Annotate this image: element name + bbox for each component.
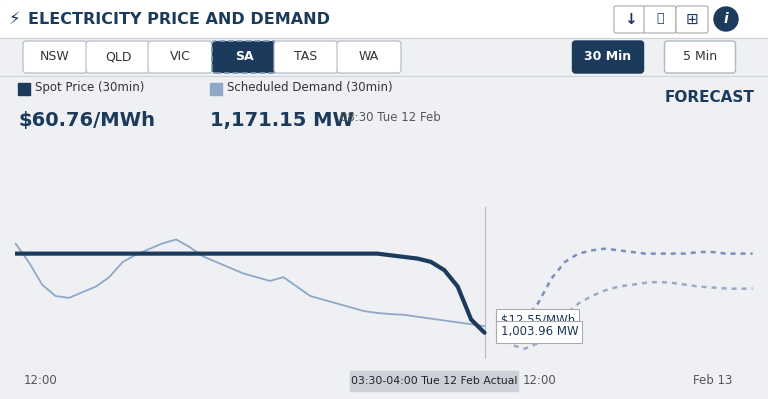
Bar (0, 0, 768, 38)
FancyBboxPatch shape (274, 41, 338, 73)
FancyBboxPatch shape (664, 41, 736, 73)
Text: Spot Price (30min): Spot Price (30min) (35, 81, 144, 93)
Text: TAS: TAS (294, 51, 318, 63)
Text: ↓: ↓ (624, 12, 637, 26)
Text: $12.55/MWh: $12.55/MWh (501, 314, 575, 326)
Text: 12:00: 12:00 (523, 375, 556, 387)
FancyBboxPatch shape (644, 6, 676, 33)
FancyBboxPatch shape (572, 41, 644, 73)
Text: 03:30-04:00 Tue 12 Feb Actual: 03:30-04:00 Tue 12 Feb Actual (351, 376, 518, 386)
Text: 12:00: 12:00 (24, 375, 58, 387)
Text: 1,171.15 MW: 1,171.15 MW (210, 111, 354, 130)
Text: QLD: QLD (104, 51, 131, 63)
FancyBboxPatch shape (148, 41, 212, 73)
FancyBboxPatch shape (86, 41, 150, 73)
Text: 30 Min: 30 Min (584, 51, 631, 63)
Text: FORECAST: FORECAST (665, 91, 755, 105)
Bar (210, 83, 222, 95)
Text: ⚡: ⚡ (8, 10, 20, 28)
Text: SA: SA (235, 51, 253, 63)
FancyBboxPatch shape (614, 6, 646, 33)
Text: VIC: VIC (170, 51, 190, 63)
FancyBboxPatch shape (676, 6, 708, 33)
Text: $60.76/MWh: $60.76/MWh (18, 111, 155, 130)
FancyBboxPatch shape (23, 41, 87, 73)
FancyBboxPatch shape (337, 41, 401, 73)
Bar (18, 83, 30, 95)
Text: 1,003.96 MW: 1,003.96 MW (501, 325, 578, 338)
Text: WA: WA (359, 51, 379, 63)
Circle shape (714, 7, 738, 31)
Text: Scheduled Demand (30min): Scheduled Demand (30min) (227, 81, 392, 93)
Bar (350, 371, 518, 391)
Text: 08:30 Tue 12 Feb: 08:30 Tue 12 Feb (339, 111, 440, 124)
Text: i: i (723, 12, 728, 26)
Text: 📶: 📶 (656, 12, 664, 26)
Text: 5 Min: 5 Min (683, 51, 717, 63)
Text: NSW: NSW (40, 51, 70, 63)
Text: ⊞: ⊞ (686, 12, 698, 26)
Bar (0, 38, 768, 76)
FancyBboxPatch shape (212, 41, 276, 73)
Text: Feb 13: Feb 13 (694, 375, 733, 387)
Text: ELECTRICITY PRICE AND DEMAND: ELECTRICITY PRICE AND DEMAND (28, 12, 330, 26)
